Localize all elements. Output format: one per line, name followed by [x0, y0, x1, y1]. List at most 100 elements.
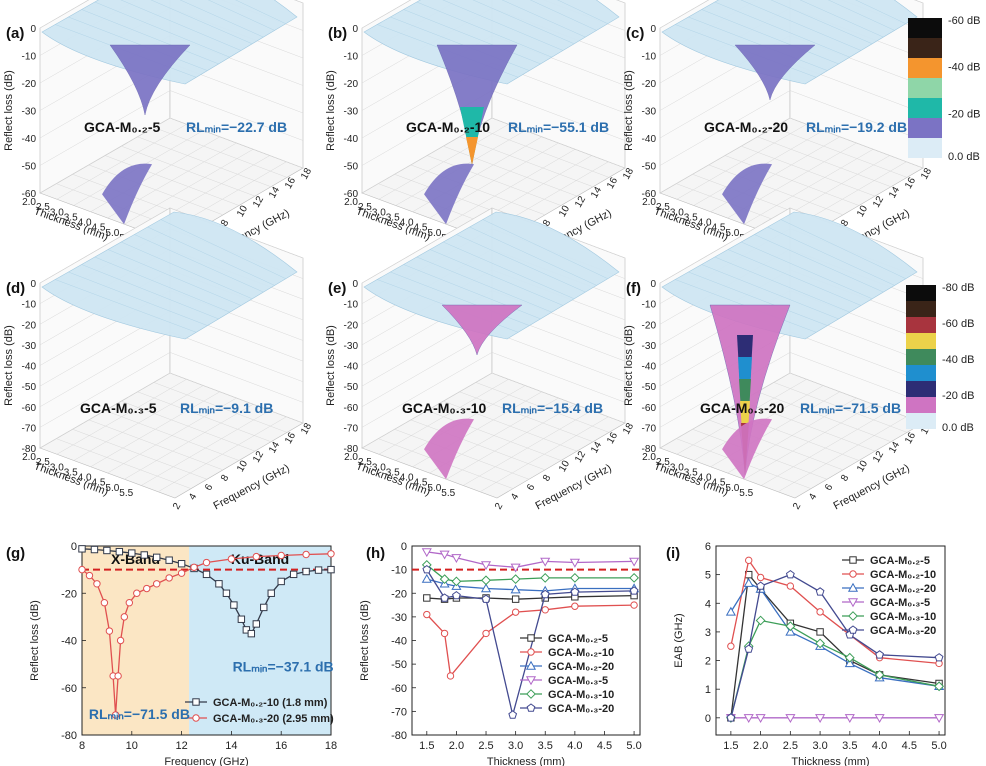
data-point [510, 574, 521, 585]
data-point [874, 669, 885, 680]
wall-grid-line [491, 90, 626, 141]
thickness-tick-label: 5.0 [427, 228, 441, 239]
data-point [849, 556, 857, 564]
data-point [143, 584, 151, 593]
data-point [569, 558, 580, 568]
z-tick-label: -50 [22, 382, 37, 393]
y-tick-label: -20 [61, 588, 77, 600]
frequency-tick-label: 8 [541, 218, 554, 229]
data-point [934, 714, 945, 724]
data-point [267, 589, 275, 597]
wall-grid-line [491, 352, 626, 403]
data-point [192, 714, 200, 722]
colorbar-label: -20 dB [942, 390, 974, 402]
floor-grid-line [137, 136, 272, 187]
frequency-tick-label: 10 [235, 203, 250, 219]
thickness-tick-label: 5.0 [725, 228, 739, 239]
surface-mesh-line [501, 0, 586, 38]
line-chart-i: 1.5 2.0 2.5 3.0 3.5 4.0 4.5 5.0 0 1 2 3 4 5 6 Thickness… [666, 541, 947, 766]
wall-grid-line [169, 331, 304, 382]
surface-mesh-line [767, 226, 895, 286]
legend-entry: GCA-M₀.₃-20 (2.95 mm) [213, 713, 334, 725]
surface-mesh-line [68, 271, 208, 326]
z-tick-label: -40 [22, 362, 37, 373]
data-point [480, 561, 492, 571]
thickness-tick-label: 4.0 [400, 218, 414, 229]
sample-label: GCA-M₀.₃-20 [700, 400, 785, 416]
floor-grid-line [446, 149, 576, 225]
data-point [815, 638, 826, 649]
data-point [78, 545, 86, 553]
thickness-tick-label: 4.0 [400, 473, 414, 484]
frequency-tick-label: 4 [807, 491, 820, 502]
wall-grid-line [659, 117, 791, 194]
thickness-tick-label: 2.0 [642, 197, 656, 208]
surface-mesh-line [443, 241, 575, 299]
surface-mesh-line [530, 0, 597, 31]
data-point [785, 621, 796, 632]
floor-grid-line [777, 416, 907, 492]
surface-mesh-line [134, 234, 264, 293]
data-point [629, 557, 640, 567]
wall-grid-line [361, 0, 412, 29]
surface-mesh-line [472, 0, 575, 44]
x-tick-label: 10 [126, 740, 138, 752]
data-point [786, 582, 795, 590]
thickness-tick-label: 2.5 [656, 202, 670, 213]
surface-mesh-line [727, 249, 862, 306]
floor-grid-line [107, 397, 237, 474]
thickness-tick-label: 3.0 [372, 207, 386, 218]
thickness-tick-label: 2.5 [36, 457, 50, 468]
floor-grid-line [446, 404, 576, 480]
wall-grid-line [789, 117, 924, 169]
data-point [192, 698, 200, 706]
floor-grid-line [475, 382, 610, 433]
z-tick-label: -50 [22, 162, 37, 173]
data-point [227, 555, 236, 563]
sample-label: GCA-M₀.₂-10 [406, 119, 490, 135]
data-point [755, 714, 766, 724]
data-point [540, 557, 551, 567]
data-point [526, 703, 536, 712]
data-point [481, 575, 491, 586]
floor-grid-line [761, 410, 890, 486]
surface-panel-d: 0 -10 -20 -30 -40 -50 -60 -70 -80 Reflect loss (d… [3, 207, 314, 512]
data-point [540, 572, 551, 583]
data-point [421, 548, 432, 558]
surface-mesh-line [81, 264, 219, 320]
panel-label: (g) [6, 545, 25, 562]
data-point [327, 550, 335, 558]
x-tick-label: 5.0 [626, 740, 641, 752]
y-tick-label: -20 [391, 588, 407, 600]
data-point [421, 573, 432, 583]
wall-grid-line [789, 90, 924, 141]
data-point [755, 615, 766, 626]
floor-grid-line [744, 404, 874, 480]
surface-panel-c: 0 -10 -20 -30 -40 -50 -60 Reflect loss (dB) 2.0 2… [623, 0, 934, 257]
wall-grid-line [169, 90, 304, 141]
frequency-tick-label: 2 [791, 501, 804, 512]
x-tick-label: 3.0 [508, 740, 523, 752]
frequency-tick-label: 14 [267, 440, 282, 456]
z-tick-label: 0 [650, 24, 656, 35]
y-tick-label: -60 [391, 683, 407, 695]
z-tick-label: -80 [22, 444, 37, 455]
colorbar-row1: -60 dB -40 dB -20 dB 0.0 dB [908, 15, 980, 163]
z-tick-label: 0 [352, 24, 358, 35]
surface-mesh-line [429, 249, 564, 306]
data-point [849, 570, 857, 578]
data-point [451, 554, 462, 564]
data-point [260, 603, 268, 612]
frequency-tick-label: 16 [283, 175, 298, 191]
z-tick-label: -20 [642, 79, 657, 90]
frequency-tick-label: 12 [573, 449, 588, 465]
z-tick-label: -60 [642, 189, 657, 200]
floor-grid-line [479, 416, 609, 492]
z-tick-label: -10 [22, 300, 37, 311]
colorbar-swatch [908, 98, 942, 118]
z-tick-label: -70 [22, 423, 37, 434]
z-tick-label: -10 [22, 52, 37, 63]
surface-mesh-line [147, 226, 275, 286]
frequency-tick-label: 6 [823, 482, 836, 493]
